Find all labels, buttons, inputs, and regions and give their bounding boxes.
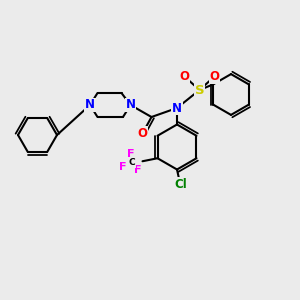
Text: F: F (127, 149, 134, 159)
Text: C: C (129, 158, 135, 167)
Text: Cl: Cl (174, 178, 187, 191)
Text: S: S (195, 83, 204, 97)
Text: O: O (209, 70, 220, 83)
Text: O: O (137, 127, 148, 140)
Text: O: O (179, 70, 190, 83)
Text: F: F (119, 162, 127, 172)
Text: N: N (172, 101, 182, 115)
Text: N: N (125, 98, 136, 112)
Text: F: F (134, 165, 142, 175)
Text: N: N (85, 98, 95, 112)
